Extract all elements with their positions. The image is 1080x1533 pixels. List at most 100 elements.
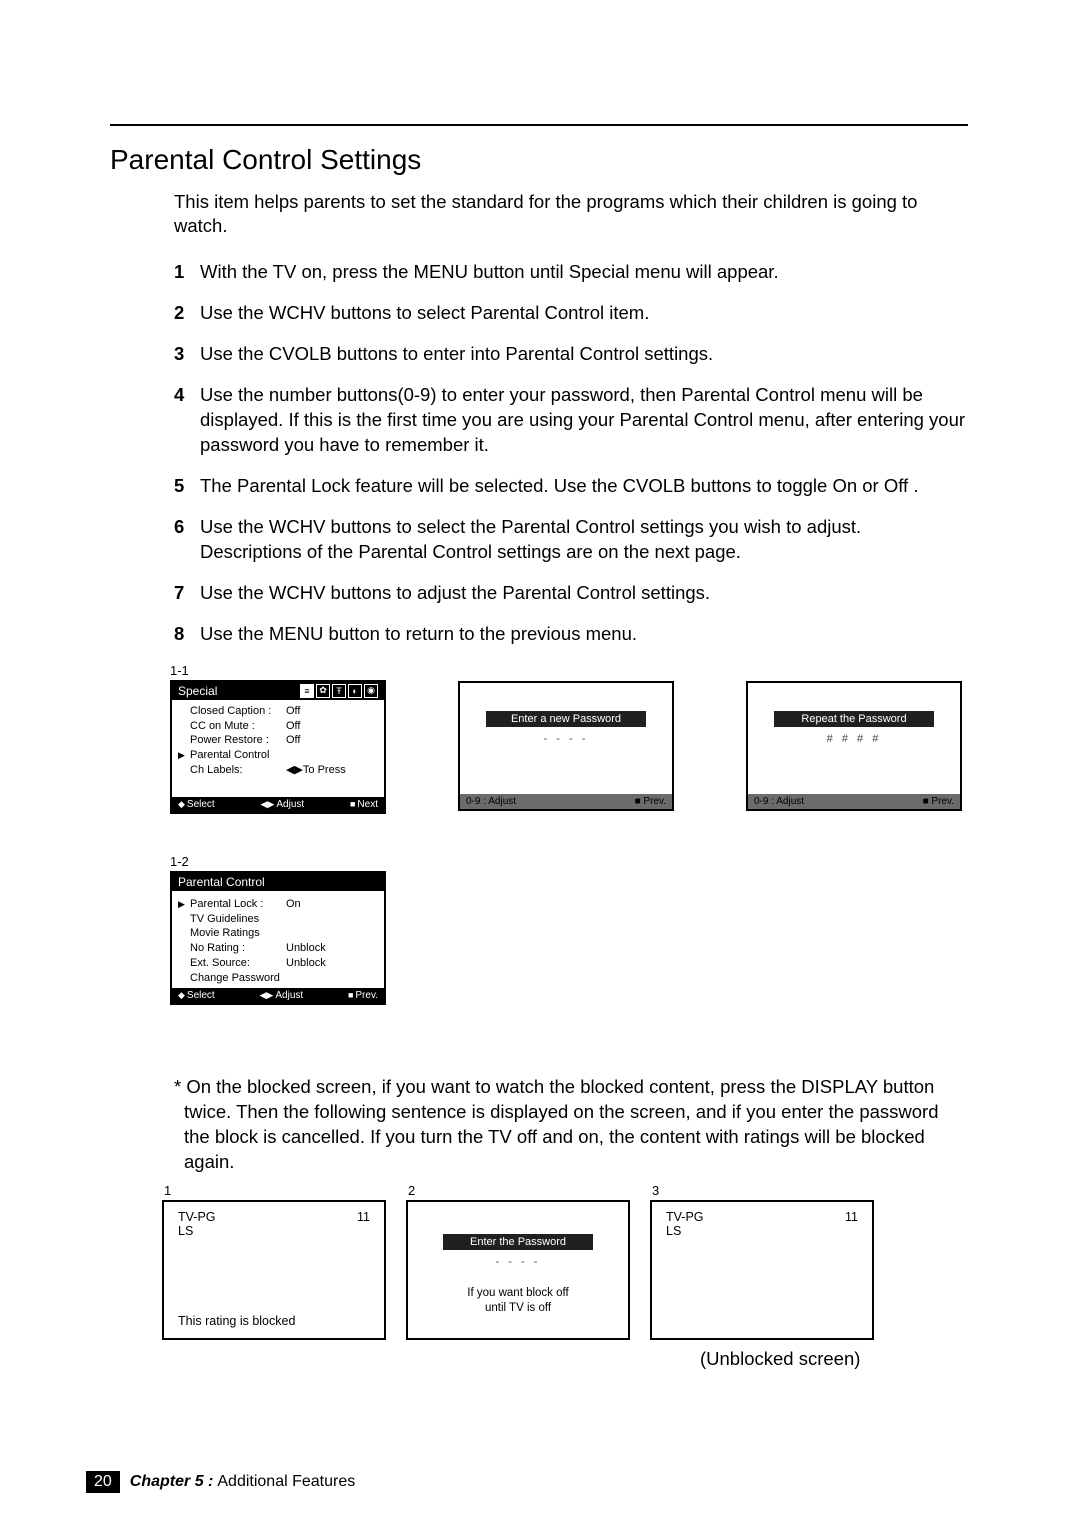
step-num: 2 [174, 301, 200, 326]
menu-label: Parental Lock : [190, 897, 286, 912]
tv-row-3: 1 TV-PG LS 11 This rating is blocked 2 [162, 1183, 968, 1340]
password-title: Enter a new Password [486, 711, 646, 727]
step-text: Use the number buttons(0-9) to enter you… [200, 383, 968, 458]
unblocked-screen-wrap: 3 TV-PG LS 11 [650, 1183, 874, 1340]
enter-password-wrap: 2 Enter the Password - - - - If you want… [406, 1183, 630, 1340]
tab-icon: ✿ [316, 684, 330, 698]
tv-row-1: 1-1 Special ≡ ✿ Ŧ ◐ ◉ Closed Caption :Of… [170, 663, 968, 814]
footer-right: ■ Prev. [635, 796, 666, 807]
titlebar-icons: ≡ ✿ Ŧ ◐ ◉ [300, 684, 378, 698]
rating-text: TV-PG [666, 1210, 704, 1224]
tv-footer: ◆Select ◀▶Adjust ■Next [172, 797, 384, 812]
tv-repeat-password-wrap: Repeat the Password # # # # 0-9 : Adjust… [746, 663, 962, 814]
menu-label: Ch Labels: [190, 763, 286, 778]
footer-next: ■Next [350, 799, 378, 810]
page-number: 20 [86, 1471, 120, 1493]
menu-label: Closed Caption : [190, 704, 286, 719]
channel-number: 11 [845, 1210, 858, 1238]
footer-right: ■ Prev. [923, 796, 954, 807]
step-4: 4Use the number buttons(0-9) to enter yo… [174, 383, 968, 458]
menu-row: TV Guidelines [190, 912, 374, 927]
blocked-message: This rating is blocked [178, 1314, 295, 1328]
step-text: With the TV on, press the MENU button un… [200, 260, 968, 285]
tv-body: Closed Caption :Off CC on Mute :Off Powe… [172, 700, 384, 780]
tv-footer: 0-9 : Adjust ■ Prev. [460, 794, 672, 809]
step-6: 6Use the WCHV buttons to select the Pare… [174, 515, 968, 565]
password-center: Repeat the Password # # # # [748, 683, 960, 745]
step-text: Use the WCHV buttons to select Parental … [200, 301, 968, 326]
tv-footer: ◆Select ◀▶Adjust ■Prev. [172, 988, 384, 1003]
menu-value: Unblock [286, 956, 374, 971]
step-8: 8Use the MENU button to return to the pr… [174, 622, 968, 647]
pw-msg-line1: If you want block off [467, 1287, 568, 1299]
menu-row: CC on Mute :Off [190, 719, 374, 734]
footer-select: ◆Select [178, 799, 215, 810]
footer-adjust: ◀▶Adjust [260, 990, 304, 1001]
tv-repeat-password: Repeat the Password # # # # 0-9 : Adjust… [746, 681, 962, 811]
rating-sub: LS [178, 1224, 216, 1238]
password-field: # # # # [810, 733, 898, 745]
menu-row: Ext. Source:Unblock [190, 956, 374, 971]
password-title: Repeat the Password [774, 711, 934, 727]
step-3: 3Use the CVOLB buttons to enter into Par… [174, 342, 968, 367]
tv-1-2: Parental Control ▶ Parental Lock :On TV G… [170, 871, 386, 1005]
blocked-top: TV-PG LS 11 [666, 1210, 858, 1238]
footer-next: ■Prev. [348, 990, 378, 1001]
menu-row: Ch Labels:◀▶To Press [190, 763, 374, 778]
blocked-body: TV-PG LS 11 This rating is blocked [164, 1202, 384, 1338]
tab-icon: Ŧ [332, 684, 346, 698]
page-footer: 20 Chapter 5 : Additional Features [86, 1471, 355, 1493]
page-content: Parental Control Settings This item help… [110, 124, 968, 1370]
menu-label: CC on Mute : [190, 719, 286, 734]
menu-value: On [286, 897, 374, 912]
note-text: * On the blocked screen, if you want to … [174, 1075, 968, 1175]
rating-text: TV-PG [178, 1210, 216, 1224]
select-arrow-icon: ▶ [178, 898, 185, 910]
rating-block: TV-PG LS [666, 1210, 704, 1238]
footer-left: 0-9 : Adjust [754, 796, 804, 807]
chapter-name: Additional Features [217, 1473, 355, 1491]
enter-password-screen: Enter the Password - - - - If you want b… [406, 1200, 630, 1340]
step-num: 1 [174, 260, 200, 285]
blocked-screen-wrap: 1 TV-PG LS 11 This rating is blocked [162, 1183, 386, 1340]
menu-row: No Rating :Unblock [190, 941, 374, 956]
tv-title-text: Parental Control [178, 875, 265, 889]
tv-new-password: Enter a new Password - - - - 0-9 : Adjus… [458, 681, 674, 811]
menu-value: Unblock [286, 941, 374, 956]
tv-titlebar: Parental Control [172, 873, 384, 891]
password-field: - - - - [522, 733, 610, 745]
menu-row: Change Password [190, 971, 374, 986]
tv-1-1-wrap: 1-1 Special ≡ ✿ Ŧ ◐ ◉ Closed Caption :Of… [170, 663, 386, 814]
menu-row: ▶Parental Control [190, 748, 374, 763]
tv-label: 3 [650, 1183, 874, 1198]
step-num: 8 [174, 622, 200, 647]
blocked-top: TV-PG LS 11 [178, 1210, 370, 1238]
step-text: Use the WCHV buttons to select the Paren… [200, 515, 968, 565]
unblocked-caption: (Unblocked screen) [700, 1348, 968, 1370]
menu-label: Movie Ratings [190, 926, 286, 941]
channel-number: 11 [357, 1210, 370, 1238]
footer-adjust: ◀▶Adjust [261, 799, 305, 810]
chapter-label: Chapter 5 : [130, 1473, 214, 1491]
blocked-body: TV-PG LS 11 [652, 1202, 872, 1338]
step-num: 5 [174, 474, 200, 499]
step-5: 5The Parental Lock feature will be selec… [174, 474, 968, 499]
menu-row: Movie Ratings [190, 926, 374, 941]
rating-sub: LS [666, 1224, 704, 1238]
step-text: Use the CVOLB buttons to enter into Pare… [200, 342, 968, 367]
tv-label: 1-2 [170, 854, 968, 869]
page-title: Parental Control Settings [110, 144, 968, 176]
password-title: Enter the Password [443, 1234, 593, 1250]
step-7: 7Use the WCHV buttons to adjust the Pare… [174, 581, 968, 606]
tv-titlebar: Special ≡ ✿ Ŧ ◐ ◉ [172, 682, 384, 700]
tv-new-password-wrap: Enter a new Password - - - - 0-9 : Adjus… [458, 663, 674, 814]
step-num: 7 [174, 581, 200, 606]
menu-label: Parental Control [190, 748, 286, 763]
password-field: - - - - [474, 1256, 562, 1268]
menu-value: ◀▶To Press [286, 763, 374, 778]
steps-list: 1With the TV on, press the MENU button u… [174, 260, 968, 647]
tv-title-text: Special [178, 684, 217, 698]
menu-row: Closed Caption :Off [190, 704, 374, 719]
menu-label: TV Guidelines [190, 912, 286, 927]
step-num: 6 [174, 515, 200, 565]
